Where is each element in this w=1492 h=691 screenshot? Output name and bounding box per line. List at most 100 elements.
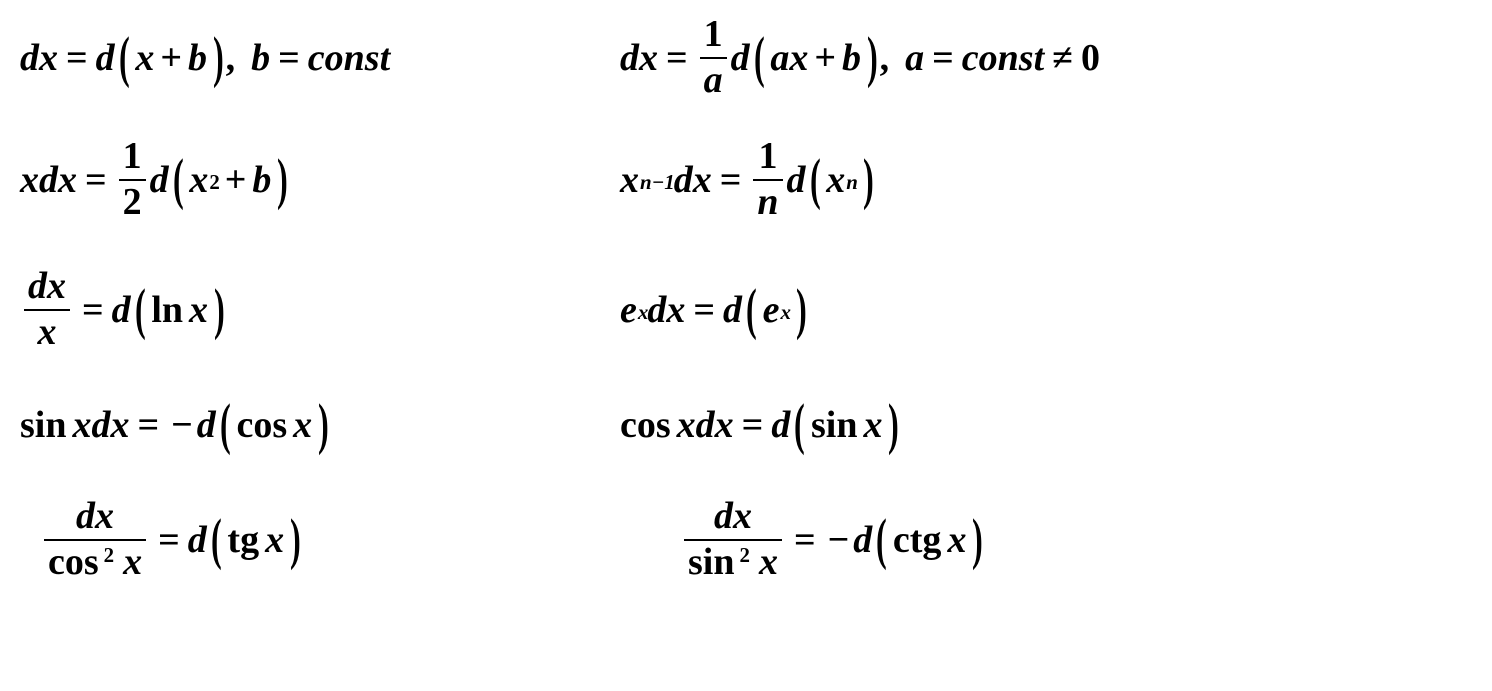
frac-dx-over-cos2x: dx cos2x xyxy=(44,497,146,583)
frac-num: 1 xyxy=(700,15,727,55)
sym-x: x xyxy=(135,39,154,77)
equals: = xyxy=(924,39,962,77)
frac-num: dx xyxy=(710,497,756,537)
sym-b: b xyxy=(842,39,861,77)
equals: = xyxy=(786,521,824,559)
sym-x: x xyxy=(20,161,39,199)
frac-one-over-a: 1 a xyxy=(700,15,727,101)
frac-num: dx xyxy=(72,497,118,537)
paren: ( lnx ) xyxy=(133,291,227,329)
frac-den: n xyxy=(753,183,782,223)
fn-sin: sin xyxy=(811,406,857,444)
sym-d: d xyxy=(91,406,110,444)
eq-5-right: dx sin2x = − d ( ctgx ) xyxy=(640,497,1440,583)
sup-2: 2 xyxy=(735,543,753,567)
fn-sin: sin xyxy=(688,541,734,583)
row-5: dx cos2x = d ( tgx ) dx sin2x xyxy=(20,475,1472,605)
frac-dx-over-x: dx x xyxy=(24,267,70,353)
frac-den: sin2x xyxy=(684,543,782,583)
plus: + xyxy=(219,161,253,199)
sym-d: d xyxy=(197,406,216,444)
sym-d: d xyxy=(696,406,715,444)
frac-num: 1 xyxy=(119,137,146,177)
frac-num: dx xyxy=(24,267,70,307)
paren: ( ex ) xyxy=(744,291,809,329)
sym-x: x xyxy=(666,291,685,329)
sym-x: x xyxy=(72,406,91,444)
sym-a: a xyxy=(770,39,789,77)
sym-d: d xyxy=(112,291,131,329)
sym-d: d xyxy=(674,161,693,199)
frac-den: 2 xyxy=(119,183,146,223)
fn-ln: ln xyxy=(151,291,183,329)
sym-d: d xyxy=(188,521,207,559)
sym-x: x xyxy=(639,39,658,77)
row-3: dx x = d ( lnx ) exdx = d ( ex xyxy=(20,245,1472,375)
sym-x: x xyxy=(947,521,966,559)
fn-tg: tg xyxy=(227,521,259,559)
frac-den: cos2x xyxy=(44,543,146,583)
equals: = xyxy=(658,39,696,77)
paren: ( x + b ) xyxy=(117,39,226,77)
paren: ( ax + b ) xyxy=(752,39,880,77)
equals: = xyxy=(58,39,96,77)
sym-x: x xyxy=(189,291,208,329)
differential-identities-table: dx = d ( x + b ) , b = const dx = 1 xyxy=(0,0,1492,625)
equals: = xyxy=(129,406,167,444)
sym-d: d xyxy=(647,291,666,329)
equals: = xyxy=(712,161,750,199)
row-1: dx = d ( x + b ) , b = const dx = 1 xyxy=(20,0,1472,115)
frac-den: a xyxy=(700,61,727,101)
sym-d: d xyxy=(853,521,872,559)
sym-a: a xyxy=(905,39,924,77)
equals: = xyxy=(270,39,308,77)
sym-d: d xyxy=(787,161,806,199)
sym-d: d xyxy=(20,39,39,77)
sym-x: x xyxy=(715,406,734,444)
const: const xyxy=(962,39,1044,77)
eq-3-right: exdx = d ( ex ) xyxy=(620,291,1380,329)
sym-x: x xyxy=(189,161,208,199)
sym-d: d xyxy=(150,161,169,199)
sym-d: d xyxy=(731,39,750,77)
fn-cos: cos xyxy=(236,406,287,444)
sym-d: d xyxy=(96,39,115,77)
paren: ( tgx ) xyxy=(209,521,303,559)
eq-2-right: xn−1dx = 1 n d ( xn ) xyxy=(620,137,1380,223)
zero: 0 xyxy=(1081,39,1100,77)
paren: ( sinx ) xyxy=(792,406,901,444)
sym-x: x xyxy=(123,541,142,583)
fn-cos: cos xyxy=(620,406,671,444)
equals: = xyxy=(77,161,115,199)
sym-x: x xyxy=(677,406,696,444)
fn-cos: cos xyxy=(48,541,99,583)
eq-4-right: cosxdx = d ( sinx ) xyxy=(620,406,1380,444)
row-4: sinxdx = − d ( cosx ) cosxdx = d ( sinx … xyxy=(20,375,1472,475)
equals: = xyxy=(74,291,112,329)
frac-one-over-two: 1 2 xyxy=(119,137,146,223)
plus: + xyxy=(808,39,842,77)
sym-d: d xyxy=(620,39,639,77)
sym-x: x xyxy=(826,161,845,199)
sym-x: x xyxy=(693,161,712,199)
sym-x: x xyxy=(620,161,639,199)
eq-1-right: dx = 1 a d ( ax + b ) , a = const xyxy=(620,15,1380,101)
frac-dx-over-sin2x: dx sin2x xyxy=(684,497,782,583)
paren: ( ctgx ) xyxy=(874,521,985,559)
sym-b: b xyxy=(252,161,271,199)
fn-ctg: ctg xyxy=(893,521,942,559)
fn-sin: sin xyxy=(20,406,66,444)
sym-x: x xyxy=(863,406,882,444)
sym-x: x xyxy=(759,541,778,583)
paren: ( x2 + b ) xyxy=(171,161,290,199)
eq-3-left: dx x = d ( lnx ) xyxy=(20,267,620,353)
sym-x: x xyxy=(39,39,58,77)
eq-4-left: sinxdx = − d ( cosx ) xyxy=(20,406,620,444)
sym-x: x xyxy=(110,406,129,444)
eq-2-left: xdx = 1 2 d ( x2 + b ) xyxy=(20,137,620,223)
sym-x: x xyxy=(58,161,77,199)
frac-one-over-n: 1 n xyxy=(753,137,782,223)
eq-5-left: dx cos2x = d ( tgx ) xyxy=(20,497,640,583)
plus: + xyxy=(154,39,188,77)
eq-1-left: dx = d ( x + b ) , b = const xyxy=(20,39,620,77)
